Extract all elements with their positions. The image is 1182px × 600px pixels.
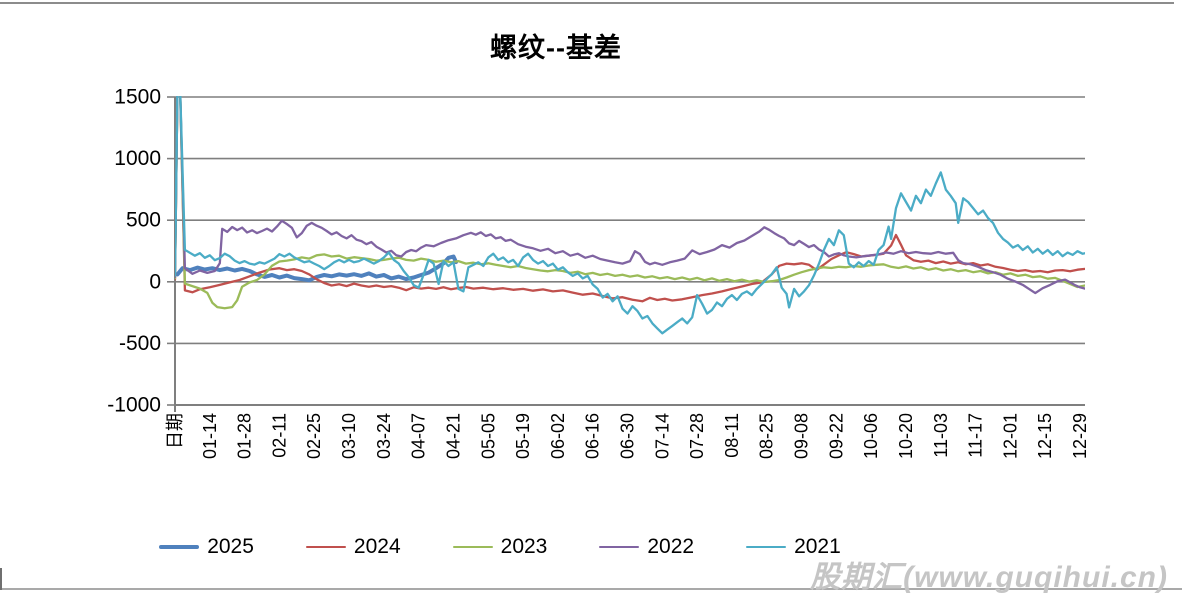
x-axis-label-02-25: 02-25 xyxy=(304,413,324,459)
frame-top-border xyxy=(0,2,1174,4)
frame-left-border xyxy=(0,568,2,590)
y-axis-label-0: 0 xyxy=(149,270,161,293)
legend-swatch-2023 xyxy=(452,545,493,549)
x-axis-label-12-15: 12-15 xyxy=(1035,413,1055,459)
x-axis-label-10-20: 10-20 xyxy=(896,413,916,459)
legend-item-2023: 2023 xyxy=(452,535,548,559)
legend-swatch-2021 xyxy=(746,545,787,549)
series-line-2025 xyxy=(175,254,458,283)
legend-item-2025: 2025 xyxy=(159,535,254,559)
legend-swatch-2024 xyxy=(305,545,346,549)
legend-swatch-2025 xyxy=(159,545,200,549)
y-axis-label-500: 500 xyxy=(126,209,161,232)
x-axis-label-03-10: 03-10 xyxy=(339,413,359,459)
x-axis-label-04-21: 04-21 xyxy=(443,413,463,459)
series-line-2023 xyxy=(175,96,1085,310)
legend-item-2022: 2022 xyxy=(599,535,694,559)
series-line-2024 xyxy=(175,96,1085,303)
x-axis-label-01-28: 01-28 xyxy=(235,413,255,459)
x-axis-label-06-02: 06-02 xyxy=(548,413,568,459)
x-axis-label-05-05: 05-05 xyxy=(478,413,498,459)
legend-label-2025: 2025 xyxy=(207,535,254,558)
series-line-2022 xyxy=(175,96,1085,295)
x-axis-label-06-30: 06-30 xyxy=(618,413,638,459)
series-line-2021 xyxy=(175,96,1085,335)
legend-label-2022: 2022 xyxy=(647,535,695,558)
y-axis-label--1000: -1000 xyxy=(107,394,161,417)
x-axis-label-06-16: 06-16 xyxy=(583,413,603,459)
x-axis-label-01-14: 01-14 xyxy=(200,413,220,459)
frame-bottom-border xyxy=(0,588,1182,590)
x-axis-label-08-25: 08-25 xyxy=(757,413,777,459)
x-axis-label-04-07: 04-07 xyxy=(409,413,429,459)
legend: 2025 2024 2023 2022 2021 xyxy=(0,535,1000,559)
x-axis-label-日期: 日期 xyxy=(165,413,185,449)
x-axis-label-02-11: 02-11 xyxy=(269,413,289,458)
x-axis-label-09-22: 09-22 xyxy=(826,413,846,459)
y-axis-label--500: -500 xyxy=(119,332,161,355)
x-axis-label-07-14: 07-14 xyxy=(652,413,672,459)
legend-label-2023: 2023 xyxy=(500,535,548,558)
x-axis-label-09-08: 09-08 xyxy=(792,413,812,459)
x-axis-label-08-11: 08-11 xyxy=(722,413,742,458)
y-axis-label-1000: 1000 xyxy=(114,147,161,170)
x-axis-label-10-06: 10-06 xyxy=(861,413,881,459)
x-axis-label-11-17: 11-17 xyxy=(966,413,986,458)
x-axis-label-12-01: 12-01 xyxy=(1000,413,1020,459)
legend-swatch-2022 xyxy=(599,545,640,549)
x-axis-label-05-19: 05-19 xyxy=(513,413,533,459)
legend-item-2024: 2024 xyxy=(305,535,401,559)
legend-item-2021: 2021 xyxy=(746,535,841,559)
x-axis-label-03-24: 03-24 xyxy=(374,413,394,459)
x-axis-label-12-29: 12-29 xyxy=(1070,413,1090,459)
y-axis-label-1500: 1500 xyxy=(114,86,161,109)
chart-title: 螺纹--基差 xyxy=(490,33,622,63)
watermark: 股期汇(www.guqihui.cn) xyxy=(810,561,1168,594)
legend-label-2024: 2024 xyxy=(353,535,401,558)
x-axis-label-07-28: 07-28 xyxy=(687,413,707,459)
x-axis-label-11-03: 11-03 xyxy=(931,413,951,458)
legend-label-2021: 2021 xyxy=(794,535,841,558)
